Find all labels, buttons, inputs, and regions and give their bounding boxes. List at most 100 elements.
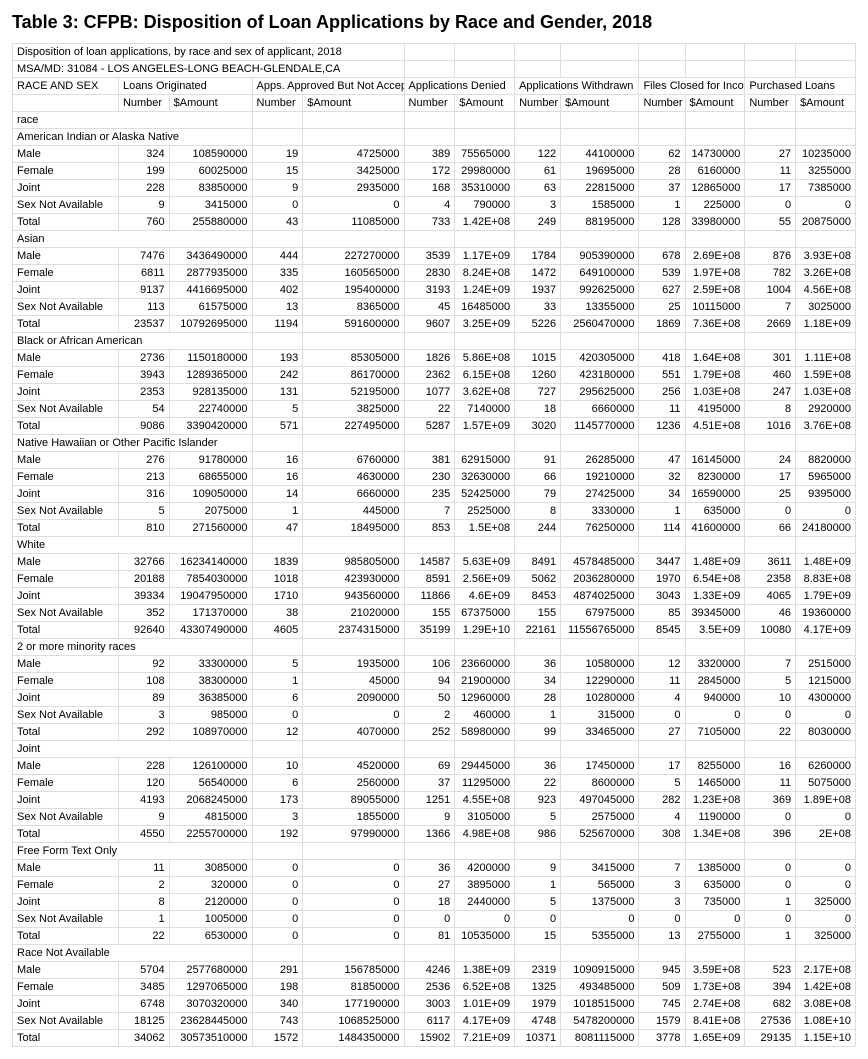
cell-value: 39334 — [118, 588, 169, 605]
cell-value: 1710 — [252, 588, 303, 605]
row-label: Female — [13, 571, 119, 588]
table-row: Female2320000002738950001565000363500000 — [13, 877, 856, 894]
cell-value: 8081115000 — [561, 1030, 639, 1047]
cell-value: 0 — [745, 911, 796, 928]
cell-value: 6.15E+08 — [455, 367, 515, 384]
cell-value: 155 — [515, 605, 561, 622]
cell-value: 50 — [404, 690, 455, 707]
cell-value: 43 — [252, 214, 303, 231]
cell-value: 3 — [515, 197, 561, 214]
table-row: Total81027156000047184950008531.5E+08244… — [13, 520, 856, 537]
cell-value: 2255700000 — [169, 826, 252, 843]
cell-value: 252 — [404, 724, 455, 741]
table-row: Total76025588000043110850007331.42E+0824… — [13, 214, 856, 231]
col-number: Number — [639, 95, 685, 112]
page-title: Table 3: CFPB: Disposition of Loan Appli… — [12, 12, 856, 33]
cell-value: 5226 — [515, 316, 561, 333]
cell-value: 27 — [404, 877, 455, 894]
row-label: Male — [13, 554, 119, 571]
cell-value: 0 — [252, 197, 303, 214]
section-label: White — [13, 537, 253, 554]
subtitle-1: Disposition of loan applications, by rac… — [13, 44, 405, 61]
cell-value: 5.86E+08 — [455, 350, 515, 367]
cell-value: 235 — [404, 486, 455, 503]
cell-value: 10280000 — [561, 690, 639, 707]
cell-value: 37 — [404, 775, 455, 792]
cell-value: 1.48E+09 — [796, 554, 856, 571]
cell-value: 0 — [303, 911, 404, 928]
cell-value: 1.59E+08 — [796, 367, 856, 384]
cell-value: 5075000 — [796, 775, 856, 792]
cell-value: 255880000 — [169, 214, 252, 231]
cell-value: 41600000 — [685, 520, 745, 537]
cell-value: 539 — [639, 265, 685, 282]
cell-value: 0 — [303, 860, 404, 877]
cell-value: 0 — [252, 894, 303, 911]
cell-value: 316 — [118, 486, 169, 503]
cell-value: 1.15E+10 — [796, 1030, 856, 1047]
cell-value: 83850000 — [169, 180, 252, 197]
cell-value: 2 — [118, 877, 169, 894]
cell-value: 0 — [745, 707, 796, 724]
hdr-withdrawn: Applications Withdrawn — [515, 78, 639, 95]
cell-value: 2877935000 — [169, 265, 252, 282]
cell-value: 27 — [745, 146, 796, 163]
cell-value: 6.54E+08 — [685, 571, 745, 588]
table-row: Female201887854030000101842393000085912.… — [13, 571, 856, 588]
cell-value: 325000 — [796, 894, 856, 911]
cell-value: 678 — [639, 248, 685, 265]
cell-value: 4.55E+08 — [455, 792, 515, 809]
cell-value: 3025000 — [796, 299, 856, 316]
cell-value: 396 — [745, 826, 796, 843]
cell-value: 168 — [404, 180, 455, 197]
cell-value: 4 — [639, 690, 685, 707]
cell-value: 565000 — [561, 877, 639, 894]
table-row: Male228126100000104520000692944500036174… — [13, 758, 856, 775]
cell-value: 1585000 — [561, 197, 639, 214]
cell-value: 55 — [745, 214, 796, 231]
col-amount: $Amount — [169, 95, 252, 112]
cell-value: 1.57E+09 — [455, 418, 515, 435]
row-label: Joint — [13, 384, 119, 401]
cell-value: 1.03E+08 — [685, 384, 745, 401]
cell-value: 352 — [118, 605, 169, 622]
cell-value: 369 — [745, 792, 796, 809]
cell-value: 445000 — [303, 503, 404, 520]
cell-value: 627 — [639, 282, 685, 299]
cell-value: 14 — [252, 486, 303, 503]
cell-value: 1.08E+10 — [796, 1013, 856, 1030]
cell-value: 9 — [118, 197, 169, 214]
cell-value: 22 — [745, 724, 796, 741]
cell-value: 0 — [745, 877, 796, 894]
cell-value: 36 — [404, 860, 455, 877]
cell-value: 33300000 — [169, 656, 252, 673]
cell-value: 3 — [252, 809, 303, 826]
cell-value: 47 — [252, 520, 303, 537]
cell-value: 7476 — [118, 248, 169, 265]
cell-value: 27536 — [745, 1013, 796, 1030]
cell-value: 1.97E+08 — [685, 265, 745, 282]
cell-value: 13355000 — [561, 299, 639, 316]
cell-value: 1 — [252, 503, 303, 520]
cell-value: 4550 — [118, 826, 169, 843]
cell-value: 1068525000 — [303, 1013, 404, 1030]
cell-value: 4246 — [404, 962, 455, 979]
subtitle-row-1: Disposition of loan applications, by rac… — [13, 44, 856, 61]
table-row: Female1083830000014500094219000003412290… — [13, 673, 856, 690]
cell-value: 0 — [796, 877, 856, 894]
cell-value: 682 — [745, 996, 796, 1013]
cell-value: 0 — [685, 707, 745, 724]
cell-value: 986 — [515, 826, 561, 843]
col-amount: $Amount — [561, 95, 639, 112]
cell-value: 10371 — [515, 1030, 561, 1047]
cell-value: 8255000 — [685, 758, 745, 775]
cell-value: 0 — [796, 503, 856, 520]
hdr-orig: Loans Originated — [118, 78, 252, 95]
cell-value: 5 — [118, 503, 169, 520]
cell-value: 227270000 — [303, 248, 404, 265]
cell-value: 0 — [455, 911, 515, 928]
section-label: Black or African American — [13, 333, 253, 350]
cell-value: 3.5E+09 — [685, 622, 745, 639]
cell-value: 3415000 — [561, 860, 639, 877]
cell-value: 108 — [118, 673, 169, 690]
